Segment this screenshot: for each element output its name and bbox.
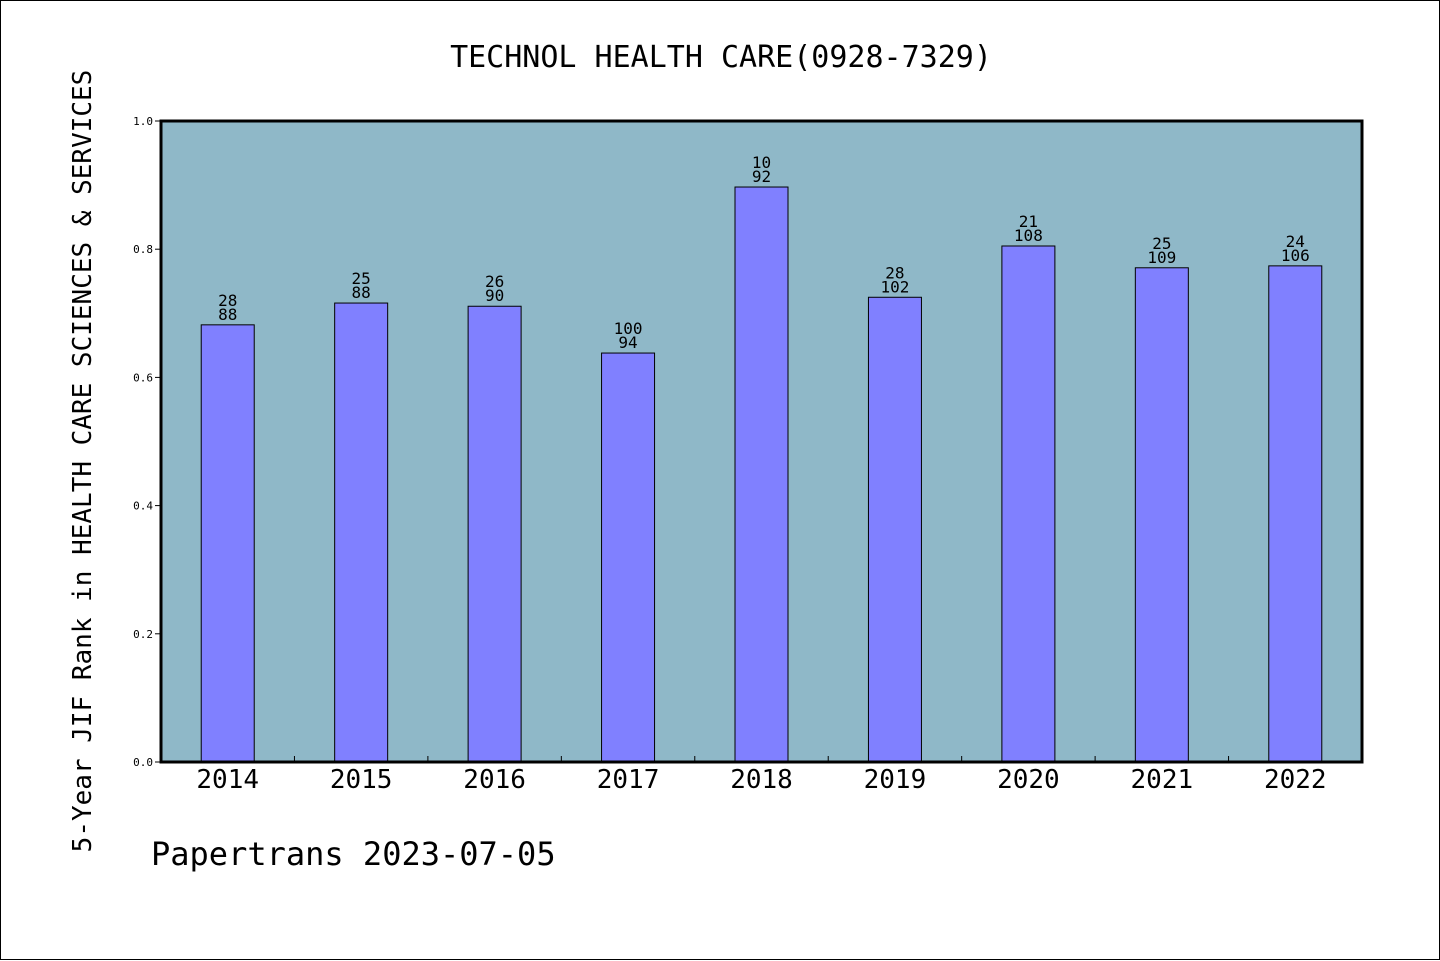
x-tick-label: 2018 (730, 765, 793, 795)
bar-data-label: 94 (618, 333, 637, 352)
y-tick-label: 0.6 (133, 371, 153, 384)
bar-2021 (1134, 267, 1189, 763)
x-tick-label: 2022 (1264, 765, 1327, 795)
bar-data-label: 88 (352, 283, 371, 302)
bar-data-label: 106 (1281, 246, 1310, 265)
bar-2018 (734, 186, 789, 763)
bar-data-label: 92 (752, 167, 771, 186)
watermark-text: Papertrans 2023-07-05 (151, 835, 556, 873)
y-tick-label: 0.2 (133, 628, 153, 641)
bar-data-label: 100 (614, 319, 643, 338)
bar-data-label: 102 (880, 277, 909, 296)
bar-data-label: 28 (218, 291, 237, 310)
x-tick-label: 2016 (463, 765, 526, 795)
y-tick-label: 1.0 (133, 115, 153, 128)
x-tick-label: 2021 (1131, 765, 1194, 795)
y-tick-label: 0.4 (133, 500, 153, 513)
bar-data-label: 109 (1147, 248, 1176, 267)
bar-data-label: 25 (352, 269, 371, 288)
x-tick-label: 2020 (997, 765, 1060, 795)
bar-data-label: 10 (752, 153, 771, 172)
y-tick-label: 0.0 (133, 756, 153, 769)
bar-data-label: 28 (885, 263, 904, 282)
y-tick-label: 0.8 (133, 243, 153, 256)
bar-data-label: 21 (1019, 212, 1038, 231)
y-axis-ticks: 0.0 0.2 0.4 0.6 0.8 1.0 (133, 115, 161, 769)
bar-data-label: 24 (1286, 232, 1305, 251)
bars-group (200, 186, 1323, 763)
bar-2017 (601, 352, 656, 763)
bar-2014 (200, 324, 255, 763)
plot-frame (159, 119, 1364, 764)
x-tick-label: 2017 (597, 765, 660, 795)
bar-data-label: 108 (1014, 226, 1043, 245)
bar-2016 (467, 305, 522, 763)
x-tick-label: 2015 (330, 765, 393, 795)
bar-2015 (334, 302, 389, 763)
chart-title: TECHNOL HEALTH CARE(0928-7329) (450, 40, 992, 75)
x-axis-ticks: 2014 2015 2016 2017 2018 2019 2020 2021 2022 (196, 756, 1327, 795)
bar-data-label: 90 (485, 286, 504, 305)
bar-data-label: 26 (485, 272, 504, 291)
y-axis-label: 5-Year JIF Rank in HEALTH CARE SCIENCES … (68, 70, 98, 853)
bar-data-label: 25 (1152, 234, 1171, 253)
bar-data-label: 88 (218, 305, 237, 324)
x-tick-label: 2019 (864, 765, 927, 795)
x-tick-label: 2014 (196, 765, 259, 795)
bar-2019 (867, 296, 922, 763)
bar-2022 (1268, 265, 1323, 763)
bar-2020 (1001, 245, 1056, 763)
